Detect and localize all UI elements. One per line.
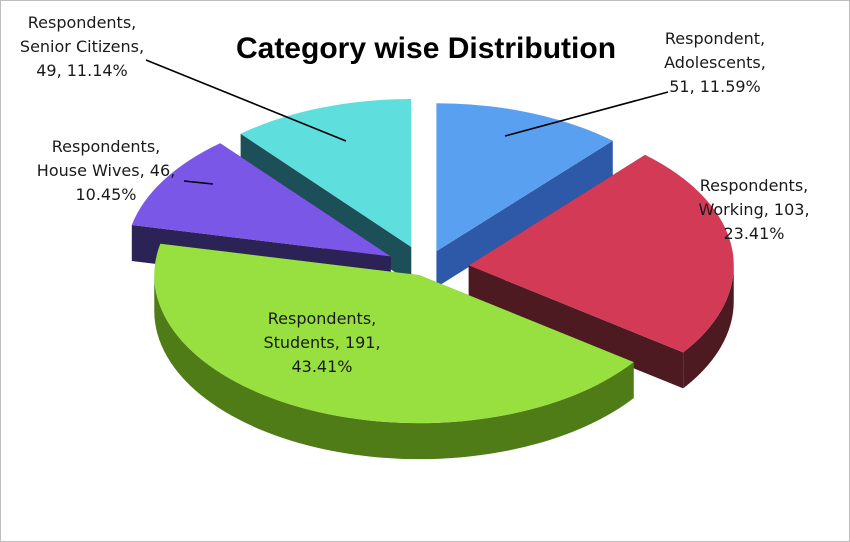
leader-line-adolescents	[504, 91, 669, 137]
slice-outer-side	[154, 275, 634, 460]
pie-slice-house-wives	[131, 143, 391, 257]
pie-slice-senior-citizens	[240, 98, 412, 247]
chart-title: Category wise Distribution	[236, 32, 616, 65]
data-label-line: Respondents,	[28, 13, 137, 32]
data-label-working: Respondents, Working, 103, 23.41%	[698, 176, 809, 243]
pie-slice-students	[154, 243, 634, 424]
slice-outer-side	[683, 265, 734, 389]
slice-wall	[468, 265, 684, 389]
data-label-senior-citizens: Respondents, Senior Citizens, 49, 11.14%	[20, 13, 144, 80]
data-label-line: 51, 11.59%	[669, 77, 761, 96]
data-label-line: Respondents,	[52, 137, 161, 156]
data-label-line: Respondents,	[268, 309, 377, 328]
data-label-line: Students, 191,	[263, 333, 380, 352]
data-label-line: Adolescents,	[664, 53, 766, 72]
data-label-line: 43.41%	[291, 357, 352, 376]
data-label-line: Senior Citizens,	[20, 37, 144, 56]
data-label-line: 49, 11.14%	[36, 61, 128, 80]
leader-line-senior-citizens	[145, 59, 347, 142]
pie-slice-adolescents	[436, 103, 613, 252]
data-label-house-wives: Respondents, House Wives, 46, 10.45%	[37, 137, 175, 204]
data-label-line: Respondent,	[665, 29, 765, 48]
data-label-line: 23.41%	[723, 224, 784, 243]
data-label-students: Respondents, Students, 191, 43.41%	[263, 309, 380, 376]
data-label-line: Respondents,	[700, 176, 809, 195]
data-label-adolescents: Respondent, Adolescents, 51, 11.59%	[664, 29, 766, 96]
slice-wall	[436, 140, 613, 288]
pie-slice-side-adolescents	[436, 140, 613, 288]
data-label-line: 10.45%	[75, 185, 136, 204]
data-label-line: Working, 103,	[698, 200, 809, 219]
data-label-line: House Wives, 46,	[37, 161, 175, 180]
pie-slice-working	[468, 154, 734, 353]
leader-line-house-wives	[183, 180, 214, 185]
